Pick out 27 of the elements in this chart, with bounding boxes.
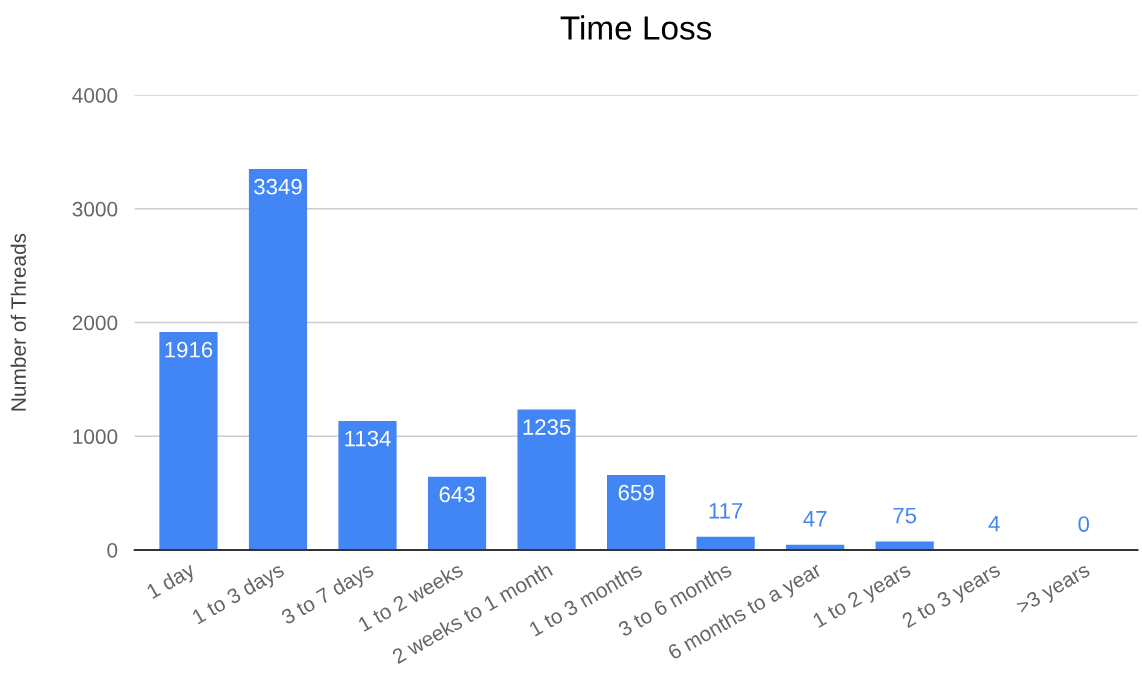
bar — [338, 421, 397, 550]
bar — [696, 536, 755, 550]
data-label: 1916 — [165, 341, 213, 358]
data-label: 1134 — [345, 430, 391, 447]
y-tick-label: 4000 — [72, 88, 118, 103]
y-tick-label: 0 — [107, 543, 118, 558]
bar — [248, 169, 308, 550]
data-label: 0 — [1078, 516, 1090, 532]
bar — [607, 475, 666, 550]
data-label: 4 — [988, 515, 1000, 532]
data-label: 1235 — [523, 419, 571, 435]
data-label: 659 — [618, 484, 654, 501]
y-tick-label: 3000 — [72, 201, 118, 217]
data-label: 47 — [803, 511, 827, 527]
bar — [875, 541, 934, 550]
data-label: 117 — [709, 503, 743, 519]
y-tick-label: 1000 — [73, 429, 118, 445]
y-tick-label: 2000 — [72, 315, 118, 331]
data-label: 643 — [439, 486, 475, 503]
bar — [159, 332, 218, 550]
bar — [517, 409, 576, 550]
data-label: 75 — [893, 507, 917, 524]
data-label: 3349 — [254, 178, 302, 195]
bar — [427, 476, 487, 550]
x-tick-label: 1 day — [145, 561, 199, 603]
chart-title: Time Loss — [560, 15, 712, 40]
y-axis-title: Number of Threads — [10, 233, 26, 411]
